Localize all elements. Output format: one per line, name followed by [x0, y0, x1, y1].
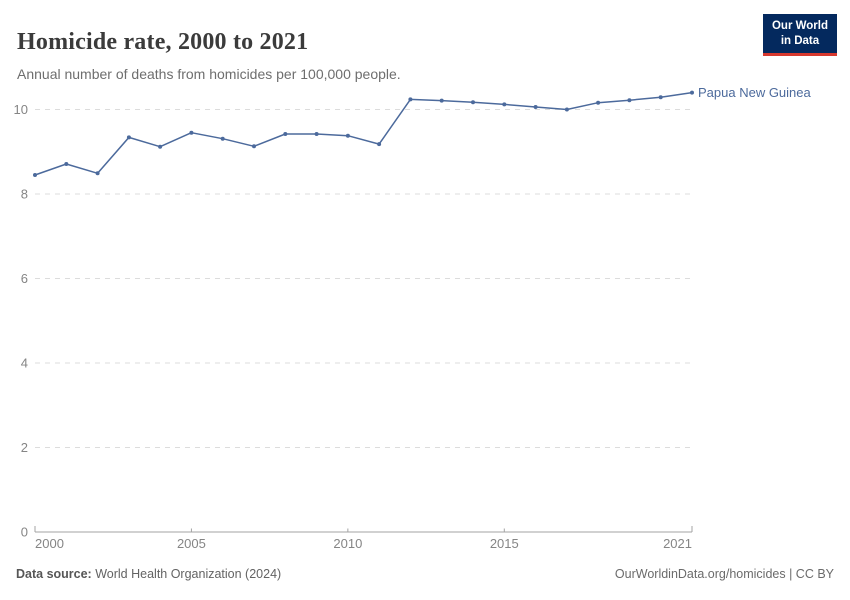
- y-tick-label-0: 0: [21, 525, 28, 540]
- owid-logo-line2: in Data: [780, 34, 820, 47]
- data-source: Data source: World Health Organization (…: [16, 567, 281, 581]
- data-point-2017: [564, 107, 569, 112]
- data-point-2016: [533, 105, 538, 109]
- data-point-2005: [189, 130, 194, 135]
- data-point-2021: [690, 90, 694, 95]
- data-point-2015: [502, 102, 507, 107]
- data-point-2020: [658, 95, 663, 100]
- data-point-2000: [33, 173, 37, 177]
- owid-logo[interactable]: Our World in Data: [762, 14, 837, 56]
- owid-logo-line1: Our World: [771, 20, 828, 32]
- x-tick-label-2021: 2021: [663, 536, 692, 551]
- chart-subtitle: Annual number of deaths from homicides p…: [17, 66, 401, 82]
- chart-title: Homicide rate, 2000 to 2021: [17, 29, 309, 56]
- data-point-2003: [126, 135, 131, 140]
- data-point-2011: [377, 142, 382, 147]
- chart-footer: Data source: World Health Organization (…: [16, 567, 834, 581]
- series-line-papua-new-guinea[interactable]: [34, 91, 693, 176]
- data-point-2006: [220, 136, 225, 141]
- data-point-2012: [408, 97, 413, 102]
- series-label-papua-new-guinea[interactable]: Papua New Guinea: [698, 85, 812, 100]
- data-point-2019: [627, 98, 632, 103]
- data-point-2007: [252, 144, 256, 149]
- data-source-text: World Health Organization (2024): [95, 567, 282, 581]
- x-tick-label-2010: 2010: [333, 536, 362, 551]
- x-tick-label-2000: 2000: [35, 536, 64, 551]
- data-point-2013: [439, 98, 444, 103]
- x-tick-label-2015: 2015: [490, 536, 519, 551]
- data-point-2001: [64, 162, 69, 166]
- y-tick-label-2: 2: [21, 440, 28, 455]
- y-tick-label-6: 6: [21, 271, 28, 286]
- data-point-2010: [345, 133, 350, 138]
- data-point-2018: [596, 100, 601, 105]
- data-point-2004: [158, 144, 163, 149]
- data-point-2014: [471, 100, 475, 105]
- data-source-label: Data source:: [16, 567, 92, 581]
- y-tick-label-8: 8: [21, 187, 28, 202]
- x-tick-label-2005: 2005: [177, 536, 206, 551]
- data-point-2002: [95, 171, 100, 176]
- y-tick-label-4: 4: [21, 356, 28, 371]
- data-point-2008: [283, 132, 288, 136]
- credit-link[interactable]: OurWorldinData.org/homicides | CC BY: [614, 567, 834, 581]
- y-tick-label-10: 10: [14, 102, 28, 117]
- data-point-2009: [314, 132, 319, 136]
